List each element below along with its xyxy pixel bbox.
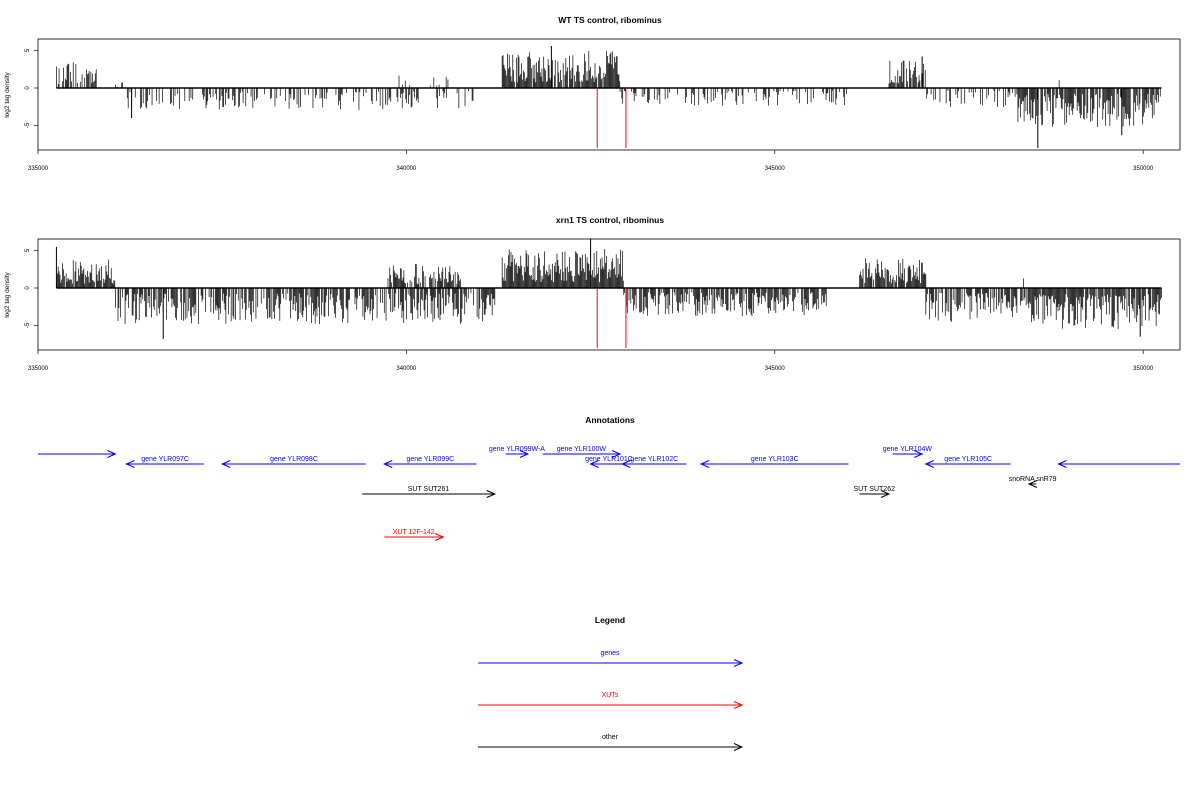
x-tick-label: 335000 — [28, 166, 49, 172]
xrn1-panel: xrn1 TS control, ribominus 5 0 -5 335000 34… — [4, 215, 1181, 372]
feature-label: XUT 12F-142 — [393, 529, 435, 536]
legend-items: genes XUTs other — [478, 650, 744, 751]
legend-arrowhead — [733, 743, 744, 751]
y-tick-label: 0 — [25, 286, 31, 290]
legend-arrowhead — [733, 701, 744, 709]
legend-item: XUTs — [478, 692, 744, 709]
legend-label: genes — [600, 650, 620, 657]
xrn1-plot-area — [55, 238, 1162, 348]
feature-arrowhead — [589, 460, 599, 468]
annotation-feature: SUT SUT261 — [362, 486, 497, 498]
annotation-feature: SUT SUT262 — [853, 486, 895, 498]
y-tick-label: 5 — [25, 48, 31, 52]
feature-label: gene YLR102C — [630, 456, 678, 463]
wt-x-axis: 335000 340000 345000 350000 — [28, 150, 1154, 172]
feature-label: gene YLR099W-A — [489, 446, 545, 453]
y-tick-label: -5 — [25, 122, 31, 128]
wt-y-axis: 5 0 -5 — [25, 48, 38, 128]
annotation-features: gene YLR097C gene YLR098C gene YLR099C gene… — [38, 446, 1180, 541]
feature-label: gene YLR105C — [944, 456, 992, 463]
feature-arrowhead — [611, 450, 622, 458]
feature-arrowhead — [1057, 460, 1067, 468]
legend: Legend genes XUTs other — [478, 615, 744, 751]
feature-arrowhead — [621, 460, 631, 468]
annotations-track: Annotations gene YLR097C gene YLR098C gene… — [38, 415, 1180, 541]
wt-panel: WT TS control, ribominus 5 0 -5 335000 3400… — [4, 15, 1181, 172]
xrn1-plot-frame — [37, 238, 1181, 351]
wt-panel-title: WT TS control, ribominus — [558, 15, 662, 25]
x-tick-label: 335000 — [28, 366, 49, 372]
wt-y-axis-label: log2 tag density — [4, 71, 11, 117]
feature-label: gene YLR099C — [406, 456, 454, 463]
annotation-feature: gene YLR103C — [699, 456, 849, 468]
signal-bars — [55, 238, 1162, 339]
feature-label: gene YLR103C — [751, 456, 799, 463]
wt-plot-area — [56, 46, 1162, 148]
feature-label: gene YLR097C — [141, 456, 189, 463]
annotation-feature: snoRNA snR79 — [1009, 476, 1057, 488]
feature-arrowhead — [220, 460, 231, 468]
feature-arrowhead — [435, 533, 445, 541]
annotation-feature: gene YLR098C — [220, 456, 366, 468]
y-tick-label: -5 — [25, 322, 31, 328]
legend-arrowhead — [733, 659, 744, 667]
annotation-feature — [1057, 460, 1180, 468]
annotation-feature — [38, 450, 117, 458]
annotations-title: Annotations — [585, 415, 635, 425]
feature-label: gene YLR098C — [270, 456, 318, 463]
feature-arrowhead — [519, 450, 530, 458]
xrn1-panel-title: xrn1 TS control, ribominus — [556, 215, 664, 225]
y-tick-label: 5 — [25, 248, 31, 252]
legend-title: Legend — [595, 615, 625, 625]
legend-item: genes — [478, 650, 744, 667]
annotation-feature: gene YLR105C — [924, 456, 1011, 468]
annotation-feature: gene YLR097C — [125, 456, 204, 468]
feature-arrowhead — [699, 460, 710, 468]
annotation-feature: gene YLR102C — [621, 456, 687, 468]
annotation-feature: XUT 12F-142 — [384, 529, 445, 541]
annotation-feature: gene YLR099C — [383, 456, 477, 468]
feature-arrowhead — [1027, 480, 1038, 488]
y-tick-label: 0 — [25, 86, 31, 90]
x-tick-label: 340000 — [396, 366, 417, 372]
legend-label: other — [602, 734, 619, 741]
wt-plot-frame — [37, 38, 1181, 151]
x-tick-label: 340000 — [396, 166, 417, 172]
feature-arrowhead — [486, 490, 497, 498]
feature-label: gene YLR100W — [557, 446, 607, 453]
annotation-feature: gene YLR099W-A — [489, 446, 545, 458]
x-tick-label: 350000 — [1133, 166, 1154, 172]
signal-bars — [56, 46, 1161, 148]
x-tick-label: 350000 — [1133, 366, 1154, 372]
xrn1-y-axis-label: log2 tag density — [4, 271, 11, 317]
feature-label: gene YLR101C — [585, 456, 633, 463]
feature-arrowhead — [913, 450, 924, 458]
legend-item: other — [478, 734, 744, 751]
feature-arrowhead — [125, 460, 135, 468]
annotation-feature: gene YLR104W — [883, 446, 933, 458]
feature-arrowhead — [924, 460, 935, 468]
feature-label: gene YLR104W — [883, 446, 933, 453]
feature-label: SUT SUT261 — [408, 486, 450, 493]
legend-label: XUTs — [602, 692, 619, 699]
annotation-feature: gene YLR100W — [542, 446, 622, 458]
feature-label: snoRNA snR79 — [1009, 476, 1057, 483]
x-tick-label: 345000 — [765, 166, 786, 172]
xrn1-y-axis: 5 0 -5 — [25, 248, 38, 328]
feature-label: SUT SUT262 — [853, 486, 895, 493]
feature-arrowhead — [880, 490, 891, 498]
feature-arrowhead — [107, 450, 117, 458]
feature-arrowhead — [383, 460, 393, 468]
x-tick-label: 345000 — [765, 366, 786, 372]
xrn1-x-axis: 335000 340000 345000 350000 — [28, 350, 1154, 372]
